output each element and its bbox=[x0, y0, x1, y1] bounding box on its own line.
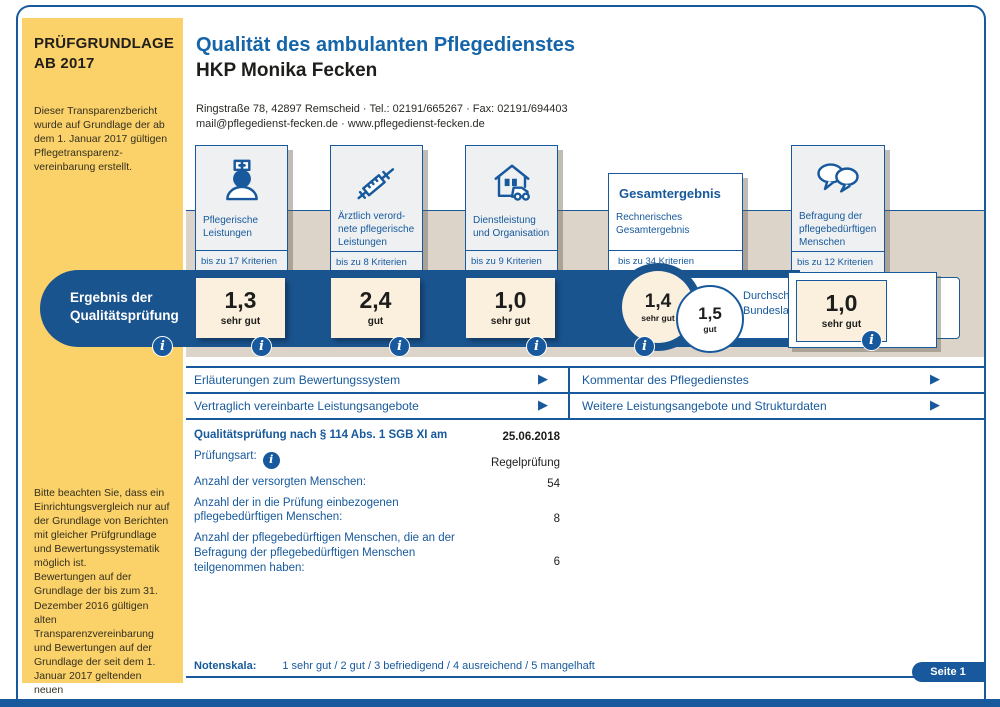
detail-label: Anzahl der pflegebedürftigen Menschen, d… bbox=[194, 532, 455, 575]
score-grade: gut bbox=[703, 323, 717, 334]
arrow-right-icon: ▶ bbox=[538, 372, 548, 387]
category-criteria: bis zu 9 Kriterien bbox=[466, 250, 557, 273]
link-label: Vertraglich vereinbarte Leistungsangebot… bbox=[194, 398, 419, 413]
link-label: Kommentar des Pflegedienstes bbox=[582, 372, 749, 387]
score-grade: gut bbox=[367, 316, 384, 327]
address-line-1: Ringstraße 78, 42897 Remscheid · Tel.: 0… bbox=[196, 103, 568, 115]
detail-label: Prüfungsart: i bbox=[194, 449, 472, 469]
house-truck-icon bbox=[466, 146, 557, 210]
score-grade: sehr gut bbox=[490, 316, 531, 327]
score-value: 1,3 bbox=[224, 287, 257, 313]
detail-label: Anzahl der in die Prüfung einbezogenen p… bbox=[194, 496, 399, 524]
link-erlaeuterungen-bewertungssystem[interactable]: Erläuterungen zum Bewertungssystem ▶ bbox=[194, 367, 548, 392]
detail-row-versorgte-menschen: Anzahl der versorgten Menschen: 54 bbox=[194, 475, 560, 490]
divider bbox=[186, 392, 984, 394]
sidebar: PRÜFGRUNDLAGE AB 2017 Dieser Transparenz… bbox=[22, 18, 183, 707]
info-icon[interactable]: i bbox=[152, 336, 173, 357]
inspection-details: Qualitätsprüfung nach § 114 Abs. 1 SGB X… bbox=[194, 428, 560, 582]
facility-name: HKP Monika Fecken bbox=[196, 60, 378, 81]
info-icon[interactable]: i bbox=[389, 336, 410, 357]
facility-address: Ringstraße 78, 42897 Remscheid · Tel.: 0… bbox=[196, 102, 568, 133]
score-grade: sehr gut bbox=[220, 316, 261, 327]
detail-value: 54 bbox=[547, 477, 560, 490]
category-label: Ärztlich verord­nete pflegerische Leistu… bbox=[338, 211, 415, 248]
detail-value: 8 bbox=[553, 513, 560, 526]
score-grade: sehr gut bbox=[821, 319, 862, 330]
nurse-icon bbox=[196, 146, 287, 210]
detail-row-einbezogene-menschen: Anzahl der in die Prüfung einbezogenen p… bbox=[194, 496, 560, 526]
category-card-pflegerische-leistungen: Pflegerische Leistungen bis zu 17 Kriter… bbox=[195, 145, 288, 274]
sidebar-intro-text: Dieser Transparenzbericht wurde auf Grun… bbox=[34, 105, 168, 174]
divider bbox=[568, 366, 570, 419]
category-label: Befragung der pflegebedürftigen Menschen bbox=[799, 211, 877, 248]
gesamtergebnis-title: Gesamtergebnis bbox=[619, 186, 721, 201]
category-label: Rechnerisches Gesamtergebnis bbox=[616, 212, 690, 236]
speech-bubbles-icon bbox=[792, 146, 884, 206]
score-value: 1,0 bbox=[825, 290, 858, 316]
category-criteria: bis zu 12 Kriterien bbox=[792, 251, 884, 274]
info-icon[interactable]: i bbox=[526, 336, 547, 357]
detail-row-pruefungsart: Prüfungsart: i Regelprüfung bbox=[194, 449, 560, 469]
address-line-2: mail@pflegedienst-fecken.de · www.pflege… bbox=[196, 118, 485, 131]
benchmark-score-circle: 1,5 gut bbox=[676, 285, 744, 353]
detail-value: 6 bbox=[553, 556, 560, 569]
category-card-dienstleistung-organisation: Dienstleistung und Organisation bis zu 9… bbox=[465, 145, 558, 274]
detail-label: Anzahl der versorgten Menschen: bbox=[194, 475, 366, 488]
category-criteria: bis zu 8 Kriterien bbox=[331, 251, 422, 274]
page-title: Qualität des ambulanten Pflegedienstes bbox=[196, 34, 575, 56]
score-box-aerztlich-verordnete: 2,4 gut bbox=[331, 278, 420, 338]
link-label: Erläuterungen zum Bewertungssystem bbox=[194, 372, 401, 387]
score-value: 1,4 bbox=[644, 290, 672, 312]
score-value: 1,5 bbox=[698, 303, 722, 323]
category-criteria: bis zu 17 Kriterien bbox=[196, 250, 287, 273]
detail-label-text: Prüfungsart: bbox=[194, 449, 257, 462]
category-label: Dienstleistung und Organisation bbox=[473, 215, 550, 239]
score-value: 1,0 bbox=[494, 287, 527, 313]
divider bbox=[186, 418, 984, 420]
syringe-icon bbox=[331, 146, 422, 206]
page-number-badge: Seite 1 bbox=[912, 662, 984, 682]
info-icon[interactable]: i bbox=[861, 330, 882, 351]
category-card-gesamtergebnis: Gesamtergebnis Rechnerisches Gesamtergeb… bbox=[608, 173, 743, 274]
sidebar-note-text: Bitte beachten Sie, dass ein Einrichtung… bbox=[34, 487, 170, 707]
link-weitere-leistungsangebote[interactable]: Weitere Leistungsangebote und Strukturda… bbox=[582, 393, 940, 418]
footer-rule bbox=[186, 676, 984, 678]
category-card-aerztlich-verordnete-leistungen: Ärztlich verord­nete pflegerische Leistu… bbox=[330, 145, 423, 274]
arrow-right-icon: ▶ bbox=[538, 398, 548, 413]
notenskala-scale: 1 sehr gut / 2 gut / 3 befriedigend / 4 … bbox=[282, 660, 595, 672]
detail-value: Regelprüfung bbox=[490, 456, 560, 469]
link-kommentar-pflegedienst[interactable]: Kommentar des Pflegedienstes ▶ bbox=[582, 367, 940, 392]
link-vertragliche-leistungsangebote[interactable]: Vertraglich vereinbarte Leistungsangebot… bbox=[194, 393, 548, 418]
category-criteria: bis zu 34 Kriterien bbox=[609, 250, 742, 273]
sidebar-title: PRÜFGRUNDLAGE AB 2017 bbox=[34, 35, 175, 73]
detail-row-befragung-teilnehmer: Anzahl der pflegebedürftigen Menschen, d… bbox=[194, 531, 560, 576]
info-icon[interactable]: i bbox=[262, 451, 280, 469]
category-label: Pflegerische Leistungen bbox=[203, 215, 259, 239]
score-box-pflegerische-leistungen: 1,3 sehr gut bbox=[196, 278, 285, 338]
score-box-dienstleistung: 1,0 sehr gut bbox=[466, 278, 555, 338]
notenskala: Notenskala: 1 sehr gut / 2 gut / 3 befri… bbox=[194, 660, 595, 672]
bottom-edge-bar bbox=[0, 699, 1000, 707]
result-ribbon-label: Ergebnis der Qualitätsprüfung bbox=[70, 290, 179, 324]
main-content: Qualität des ambulanten Pflegedienstes H… bbox=[186, 18, 984, 683]
arrow-right-icon: ▶ bbox=[930, 372, 940, 387]
link-label: Weitere Leistungsangebote und Strukturda… bbox=[582, 398, 827, 413]
detail-row-pruefdatum: Qualitätsprüfung nach § 114 Abs. 1 SGB X… bbox=[194, 428, 560, 443]
score-value: 2,4 bbox=[359, 287, 392, 313]
notenskala-label: Notenskala: bbox=[194, 660, 257, 672]
info-icon[interactable]: i bbox=[634, 336, 655, 357]
info-icon[interactable]: i bbox=[251, 336, 272, 357]
divider bbox=[186, 366, 984, 368]
score-grade: sehr gut bbox=[641, 312, 675, 323]
category-card-befragung: Befragung der pflegebedürftigen Menschen… bbox=[791, 145, 885, 274]
arrow-right-icon: ▶ bbox=[930, 398, 940, 413]
detail-label: Qualitätsprüfung nach § 114 Abs. 1 SGB X… bbox=[194, 429, 448, 441]
detail-value: 25.06.2018 bbox=[502, 430, 560, 443]
